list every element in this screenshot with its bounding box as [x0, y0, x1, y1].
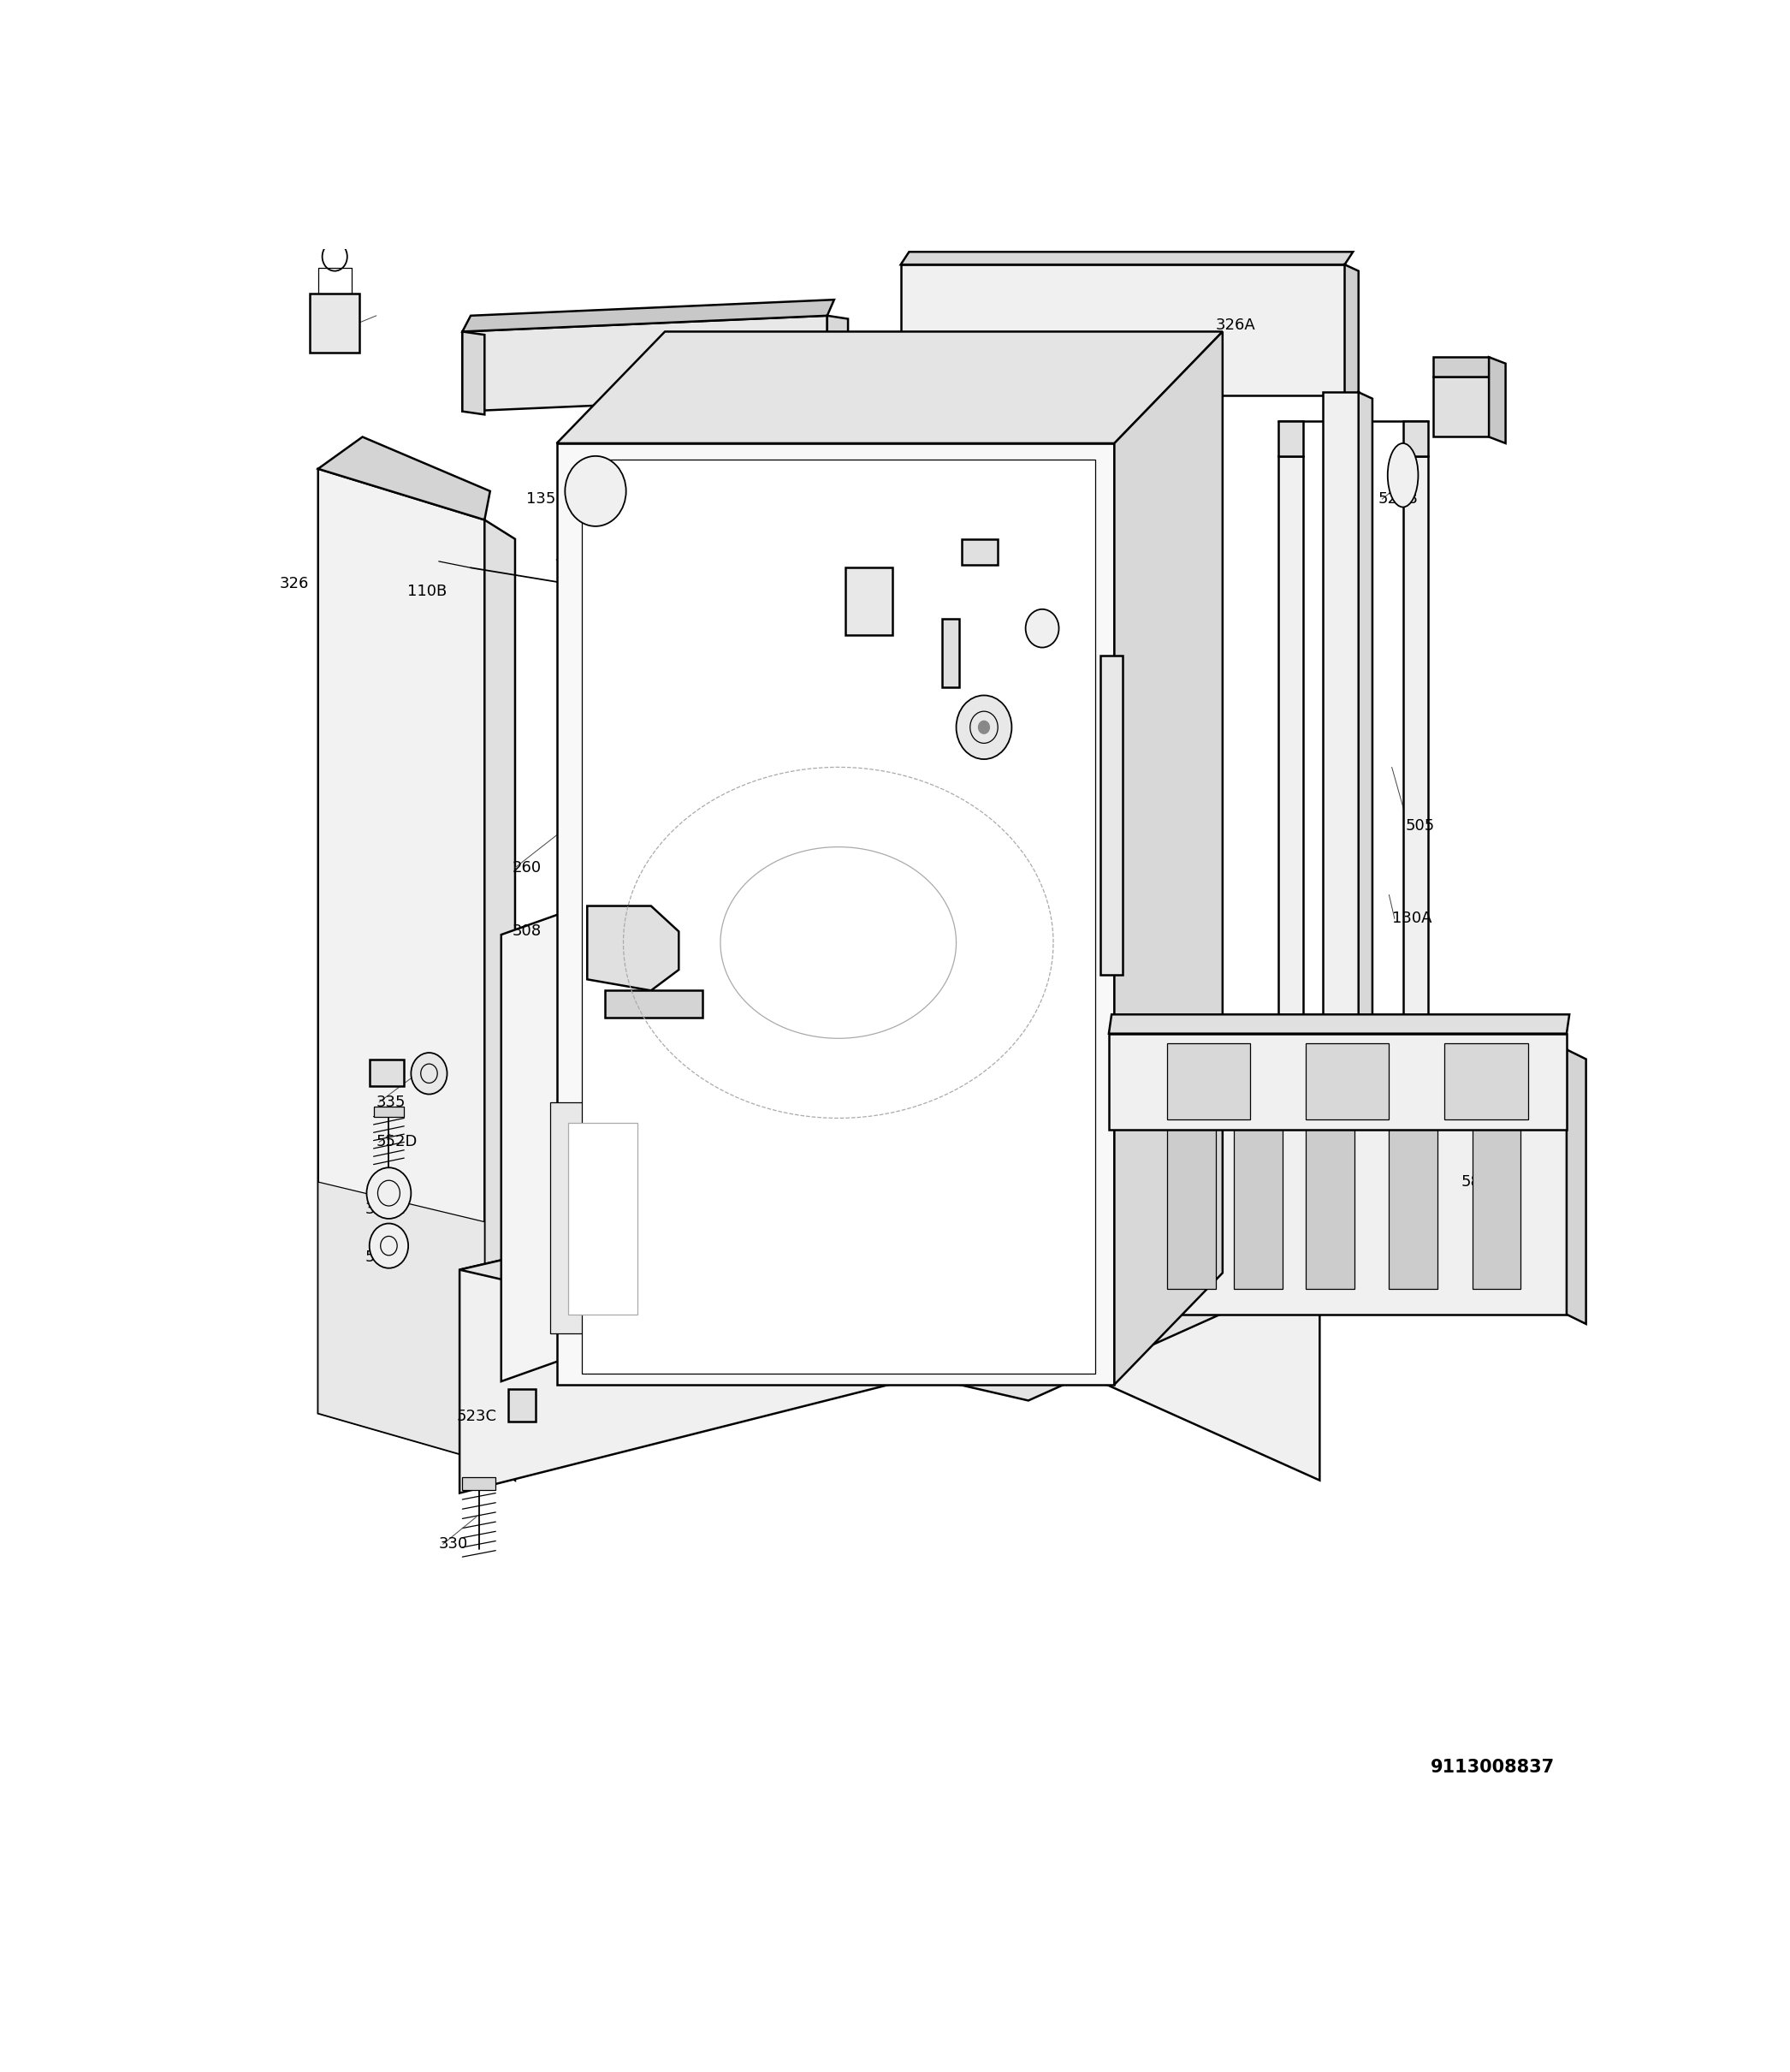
Polygon shape — [1307, 1042, 1389, 1119]
Circle shape — [367, 1169, 412, 1218]
Polygon shape — [557, 332, 1223, 443]
Text: 130A: 130A — [1393, 912, 1432, 926]
Polygon shape — [748, 1189, 1081, 1258]
Polygon shape — [462, 332, 485, 414]
Text: 326A: 326A — [1215, 317, 1255, 334]
Text: 552C: 552C — [365, 1249, 406, 1264]
Polygon shape — [845, 568, 893, 634]
Text: 330A: 330A — [365, 1202, 405, 1216]
Polygon shape — [1403, 421, 1428, 456]
Text: 580: 580 — [1461, 1175, 1491, 1189]
Polygon shape — [462, 300, 834, 332]
Polygon shape — [1389, 1127, 1437, 1289]
Polygon shape — [605, 990, 702, 1017]
Polygon shape — [1167, 1042, 1249, 1119]
Polygon shape — [319, 468, 485, 1461]
Polygon shape — [1471, 1127, 1521, 1289]
Circle shape — [369, 1222, 408, 1268]
Text: 260: 260 — [512, 860, 542, 874]
Polygon shape — [1445, 1042, 1527, 1119]
Polygon shape — [1434, 377, 1489, 437]
Text: 330: 330 — [439, 1537, 467, 1552]
Polygon shape — [1323, 392, 1359, 1065]
Polygon shape — [587, 905, 678, 990]
Text: 301: 301 — [698, 1314, 727, 1328]
Polygon shape — [319, 1181, 485, 1461]
Polygon shape — [550, 1102, 653, 1334]
Text: 541: 541 — [319, 309, 347, 323]
Polygon shape — [1115, 332, 1223, 1384]
Text: 552: 552 — [1101, 622, 1129, 636]
Circle shape — [566, 456, 626, 526]
Text: 586: 586 — [1448, 412, 1477, 427]
Polygon shape — [462, 315, 827, 412]
Text: 135: 135 — [526, 491, 555, 508]
Polygon shape — [900, 265, 1344, 396]
Circle shape — [1026, 609, 1060, 646]
Text: 567: 567 — [961, 541, 992, 555]
Text: 308: 308 — [512, 924, 542, 939]
Polygon shape — [567, 1123, 637, 1314]
Polygon shape — [485, 520, 516, 1479]
Polygon shape — [460, 1140, 1319, 1494]
Polygon shape — [557, 443, 1115, 1384]
Text: 514: 514 — [865, 530, 893, 547]
Polygon shape — [1566, 1051, 1586, 1324]
Circle shape — [956, 696, 1011, 758]
Text: 326: 326 — [279, 576, 308, 591]
Polygon shape — [942, 620, 959, 688]
Polygon shape — [1278, 421, 1303, 456]
Text: 322A: 322A — [535, 334, 576, 348]
Polygon shape — [1108, 1051, 1566, 1102]
Polygon shape — [319, 437, 490, 520]
Circle shape — [979, 721, 990, 733]
Polygon shape — [961, 539, 997, 564]
Text: 150: 150 — [652, 412, 680, 427]
Polygon shape — [1434, 356, 1489, 377]
Polygon shape — [1344, 265, 1359, 402]
Text: 9113008837: 9113008837 — [1430, 1759, 1556, 1776]
Text: 523C: 523C — [456, 1409, 498, 1423]
Polygon shape — [501, 827, 1108, 1384]
Polygon shape — [582, 460, 1095, 1374]
Polygon shape — [460, 1140, 1319, 1401]
Text: 322B: 322B — [1393, 1094, 1432, 1111]
Polygon shape — [841, 1206, 1081, 1235]
Text: 597: 597 — [1101, 690, 1129, 707]
Polygon shape — [900, 253, 1353, 265]
Polygon shape — [1307, 1127, 1355, 1289]
Polygon shape — [1233, 1127, 1282, 1289]
Text: 505: 505 — [1405, 818, 1436, 833]
Text: 523B: 523B — [1378, 491, 1418, 508]
Text: 344: 344 — [845, 584, 875, 599]
Polygon shape — [1108, 1015, 1570, 1034]
Polygon shape — [310, 294, 360, 352]
Polygon shape — [1359, 392, 1373, 1071]
Text: 322: 322 — [942, 416, 972, 431]
Polygon shape — [1108, 1102, 1566, 1314]
Polygon shape — [508, 1390, 535, 1421]
Polygon shape — [827, 315, 848, 398]
Text: 110B: 110B — [406, 584, 446, 599]
Ellipse shape — [1387, 443, 1418, 508]
Circle shape — [412, 1053, 448, 1094]
Polygon shape — [374, 1106, 405, 1117]
Text: 335: 335 — [376, 1094, 406, 1111]
Text: 550B: 550B — [890, 1227, 929, 1243]
Polygon shape — [369, 1059, 405, 1086]
Polygon shape — [1167, 1127, 1215, 1289]
Polygon shape — [1278, 456, 1303, 1051]
Text: 531: 531 — [863, 1328, 891, 1345]
Text: 521D: 521D — [1017, 622, 1058, 636]
Polygon shape — [900, 396, 924, 1065]
Polygon shape — [1101, 655, 1122, 974]
Polygon shape — [462, 1477, 496, 1490]
Text: 597A: 597A — [920, 642, 959, 659]
Polygon shape — [1489, 356, 1505, 443]
Polygon shape — [1403, 456, 1428, 1051]
Text: 552D: 552D — [376, 1133, 417, 1150]
Polygon shape — [1108, 1034, 1566, 1129]
Text: 523: 523 — [967, 719, 995, 736]
